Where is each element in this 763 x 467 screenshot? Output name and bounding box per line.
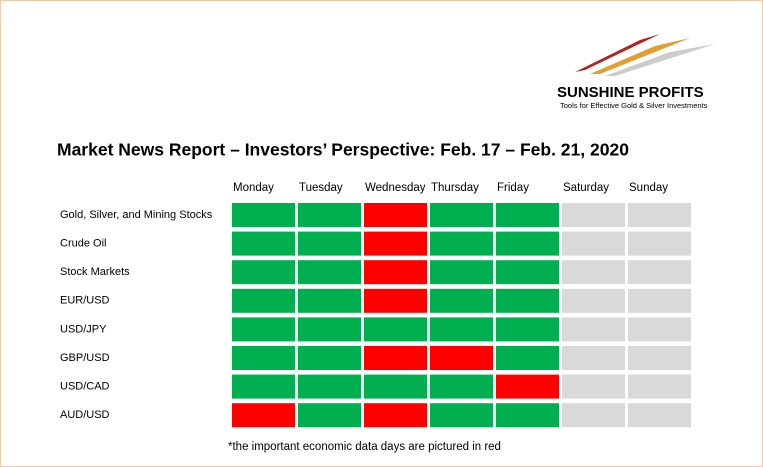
- logo-swoosh: [605, 44, 715, 76]
- day-header: Sunday: [629, 182, 668, 194]
- cell: [496, 346, 559, 370]
- cell: [430, 260, 493, 285]
- cell: [496, 288, 559, 313]
- cell: [430, 374, 493, 399]
- cell: [364, 203, 427, 227]
- cell: [364, 288, 427, 313]
- cell: [232, 288, 295, 313]
- cell: [496, 203, 559, 227]
- cell: [496, 317, 559, 342]
- cell: [562, 374, 625, 399]
- cell: [628, 260, 691, 285]
- cell: [364, 403, 427, 428]
- cell: [364, 346, 427, 370]
- cell: [298, 403, 361, 428]
- cell: [364, 260, 427, 285]
- logo-mark: [575, 34, 715, 76]
- cell: [298, 260, 361, 285]
- day-header: Saturday: [563, 182, 609, 194]
- cell: [232, 374, 295, 399]
- cell: [430, 231, 493, 256]
- cell: [430, 203, 493, 227]
- row-label: Crude Oil: [60, 238, 106, 250]
- cell: [232, 346, 295, 370]
- cell: [628, 203, 691, 227]
- note: *the important economic data days are pi…: [228, 441, 501, 453]
- cell: [298, 288, 361, 313]
- cell: [298, 317, 361, 342]
- cell: [628, 346, 691, 370]
- grid: Monday Tuesday Wednesday Thursday Friday Satu…: [60, 182, 691, 428]
- cell: [430, 288, 493, 313]
- cell: [430, 317, 493, 342]
- cell: [562, 317, 625, 342]
- row-label: AUD/USD: [60, 409, 110, 421]
- cell: [628, 231, 691, 256]
- logo-swoosh: [590, 38, 690, 74]
- day-header: Friday: [497, 182, 529, 194]
- cell: [496, 374, 559, 399]
- cell: [232, 231, 295, 256]
- day-header: Tuesday: [299, 182, 343, 194]
- day-header: Thursday: [431, 182, 479, 194]
- row-label: Stock Markets: [60, 266, 130, 278]
- cell: [298, 203, 361, 227]
- cell: [562, 203, 625, 227]
- row-label: USD/JPY: [60, 323, 107, 335]
- cell: [628, 374, 691, 399]
- cell: [628, 403, 691, 428]
- cell: [232, 317, 295, 342]
- logo-swoosh: [575, 34, 660, 72]
- cell: [430, 403, 493, 428]
- cell: [496, 403, 559, 428]
- title: Market News Report – Investors’ Perspect…: [57, 140, 629, 160]
- cell: [364, 374, 427, 399]
- row-label: EUR/USD: [60, 295, 110, 307]
- cell: [496, 260, 559, 285]
- cell: [364, 317, 427, 342]
- cell: [298, 346, 361, 370]
- cell: [232, 203, 295, 227]
- cell: [298, 374, 361, 399]
- day-header: Monday: [233, 182, 274, 194]
- logo-name: SUNSHINE PROFITS: [557, 84, 704, 101]
- day-header: Wednesday: [365, 182, 426, 194]
- cell: [562, 231, 625, 256]
- logo-tagline: Tools for Effective Gold & Silver Invest…: [560, 101, 708, 110]
- cell: [430, 346, 493, 370]
- cell: [232, 403, 295, 428]
- cell: [298, 231, 361, 256]
- row-label: USD/CAD: [60, 381, 110, 393]
- row-label: GBP/USD: [60, 352, 110, 364]
- row-label: Gold, Silver, and Mining Stocks: [60, 209, 213, 221]
- cell: [628, 288, 691, 313]
- cell: [562, 288, 625, 313]
- cell: [628, 317, 691, 342]
- cell: [232, 260, 295, 285]
- cell: [364, 231, 427, 256]
- cell: [562, 403, 625, 428]
- cell: [562, 346, 625, 370]
- cell: [496, 231, 559, 256]
- cell: [562, 260, 625, 285]
